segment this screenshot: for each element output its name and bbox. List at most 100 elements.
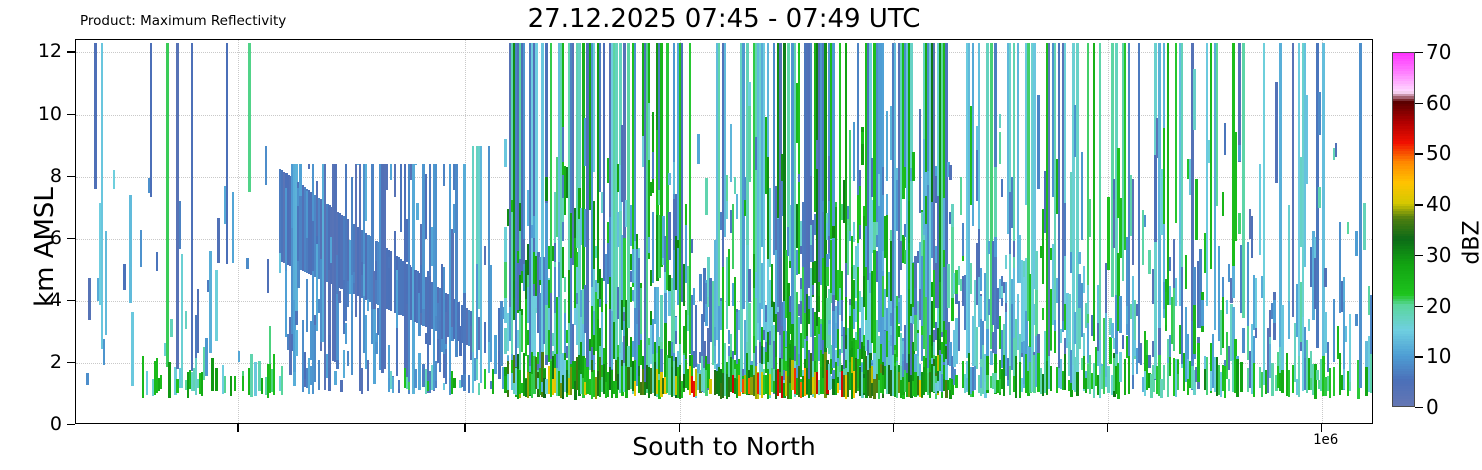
reflectivity-cell <box>818 43 821 283</box>
colorbar-segment <box>1393 82 1414 86</box>
reflectivity-cell <box>1203 356 1206 372</box>
reflectivity-cell <box>1023 261 1026 278</box>
reflectivity-cell <box>1123 43 1126 251</box>
reflectivity-cell <box>738 375 741 396</box>
reflectivity-cell <box>623 43 626 372</box>
reflectivity-cell <box>617 374 620 389</box>
colorbar-segment <box>1393 357 1414 361</box>
reflectivity-cell <box>990 43 993 349</box>
reflectivity-cell <box>363 263 366 296</box>
reflectivity-cell <box>1185 306 1188 383</box>
reflectivity-cell <box>1213 356 1217 393</box>
reflectivity-cell <box>734 176 737 194</box>
reflectivity-cell <box>1191 43 1194 338</box>
reflectivity-cell <box>844 43 848 374</box>
reflectivity-cell <box>582 356 585 389</box>
reflectivity-cell <box>371 309 374 345</box>
reflectivity-cell <box>510 200 513 213</box>
reflectivity-cell <box>805 270 809 285</box>
reflectivity-cell <box>346 351 349 366</box>
reflectivity-cell <box>533 296 536 358</box>
reflectivity-cell <box>680 43 684 302</box>
reflectivity-cell <box>1191 365 1194 389</box>
reflectivity-cell <box>395 303 399 377</box>
reflectivity-cell <box>912 357 915 388</box>
reflectivity-cell <box>883 215 887 259</box>
reflectivity-cell <box>578 370 581 394</box>
reflectivity-cell <box>945 43 948 331</box>
reflectivity-cell <box>904 325 907 377</box>
reflectivity-cell <box>647 366 651 398</box>
reflectivity-cell <box>629 286 632 302</box>
reflectivity-cell <box>424 190 427 239</box>
reflectivity-cell <box>483 368 487 389</box>
reflectivity-cell <box>490 380 493 390</box>
reflectivity-cell <box>688 43 692 355</box>
reflectivity-cell <box>346 281 349 307</box>
reflectivity-cell <box>594 245 598 259</box>
reflectivity-cell <box>852 309 856 329</box>
reflectivity-cell <box>600 376 604 393</box>
reflectivity-cell <box>713 273 716 363</box>
reflectivity-cell <box>1336 325 1340 359</box>
reflectivity-cell <box>852 222 856 242</box>
reflectivity-cell <box>199 373 202 394</box>
reflectivity-cell <box>471 352 475 394</box>
reflectivity-cell <box>898 372 901 393</box>
reflectivity-cell <box>881 251 885 272</box>
reflectivity-cell <box>477 317 481 351</box>
reflectivity-cell <box>838 355 841 383</box>
colorbar-segment <box>1393 147 1414 151</box>
reflectivity-cell <box>717 305 721 375</box>
colorbar-segment <box>1393 322 1414 326</box>
colorbar-segment <box>1393 395 1414 399</box>
reflectivity-cell <box>686 265 690 330</box>
reflectivity-cell <box>1238 43 1241 162</box>
reflectivity-cell <box>830 43 833 239</box>
reflectivity-cell <box>627 367 630 391</box>
reflectivity-cell <box>1062 371 1065 390</box>
reflectivity-cell <box>342 216 345 290</box>
reflectivity-cell <box>750 364 753 388</box>
reflectivity-cell <box>855 300 858 322</box>
reflectivity-cell <box>557 296 561 394</box>
reflectivity-cell <box>527 281 530 324</box>
reflectivity-cell <box>637 258 641 346</box>
reflectivity-cell <box>824 43 827 383</box>
reflectivity-cell <box>153 361 157 396</box>
reflectivity-cell <box>971 315 975 367</box>
reflectivity-cell <box>344 164 347 322</box>
reflectivity-cell <box>1217 365 1221 395</box>
colorbar-segment <box>1393 65 1414 69</box>
colorbar-gradient <box>1392 52 1415 407</box>
reflectivity-cell <box>617 356 620 391</box>
reflectivity-cell <box>805 340 809 379</box>
reflectivity-cell <box>857 43 860 195</box>
reflectivity-cell <box>975 126 979 150</box>
reflectivity-cell <box>734 276 737 356</box>
reflectivity-cell <box>803 367 807 397</box>
reflectivity-cell <box>568 269 571 323</box>
reflectivity-cell <box>1314 239 1317 310</box>
reflectivity-cell <box>488 145 491 342</box>
reflectivity-cell <box>1260 276 1264 299</box>
reflectivity-cell <box>527 371 530 398</box>
colorbar-segment <box>1393 340 1414 344</box>
colorbar-segment <box>1393 215 1414 219</box>
reflectivity-cell <box>1291 43 1295 318</box>
reflectivity-cell <box>445 311 448 345</box>
reflectivity-cell <box>196 289 200 353</box>
reflectivity-cell <box>196 379 200 389</box>
reflectivity-cell <box>775 186 778 250</box>
reflectivity-cell <box>549 360 552 398</box>
reflectivity-cell <box>297 182 300 270</box>
reflectivity-cell <box>658 380 661 399</box>
reflectivity-cell <box>664 280 667 324</box>
reflectivity-cell <box>682 355 686 386</box>
reflectivity-cell <box>1070 252 1073 273</box>
reflectivity-cell <box>848 129 852 232</box>
reflectivity-cell <box>746 43 749 353</box>
reflectivity-cell <box>959 278 962 292</box>
reflectivity-cell <box>668 211 671 261</box>
reflectivity-cell <box>565 330 569 344</box>
